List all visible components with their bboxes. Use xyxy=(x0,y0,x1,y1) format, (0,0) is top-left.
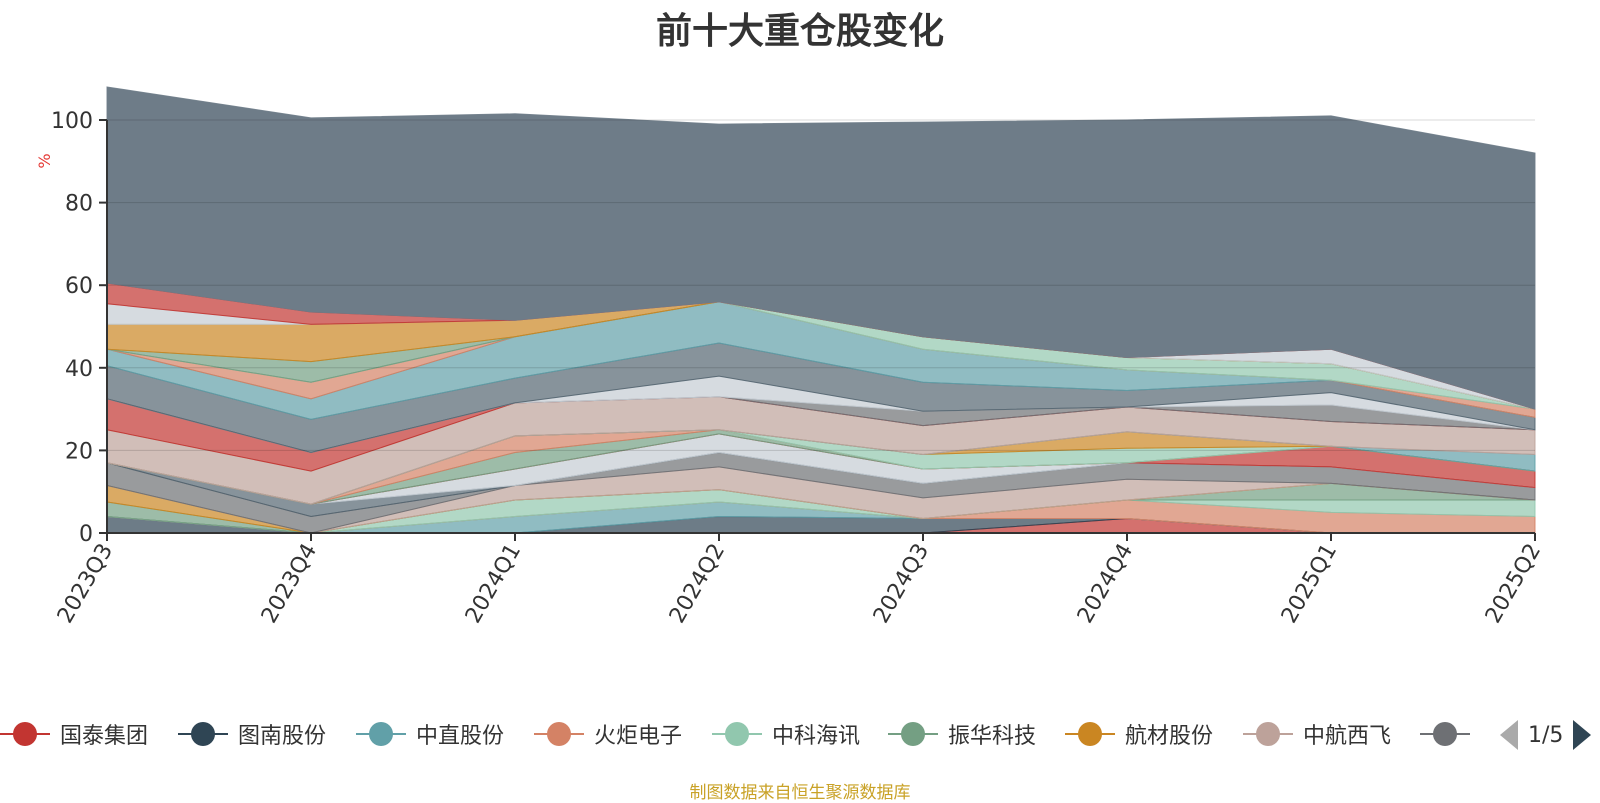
legend-marker-icon xyxy=(712,721,762,747)
y-tick-label: 80 xyxy=(65,192,93,217)
x-tick-label: 2024Q2 xyxy=(665,540,730,628)
x-tick-label: 2025Q2 xyxy=(1481,540,1546,628)
legend-item[interactable]: 中科海讯 xyxy=(712,714,860,754)
x-tick-label: 2024Q4 xyxy=(1073,540,1138,628)
data-source-note: 制图数据来自恒生聚源数据库 xyxy=(689,783,911,803)
legend-item[interactable]: 航材股份 xyxy=(1065,714,1213,754)
x-tick-label: 2023Q4 xyxy=(257,540,322,628)
chart-title: 前十大重仓股变化 xyxy=(655,11,944,52)
legend-marker-icon xyxy=(888,721,938,747)
legend-marker-icon xyxy=(1243,721,1293,747)
legend-item[interactable]: 振华科技 xyxy=(888,714,1036,754)
legend-item[interactable]: 中直股份 xyxy=(356,714,504,754)
y-tick-label: 40 xyxy=(65,357,93,382)
area-series-29[interactable] xyxy=(106,86,1536,410)
legend-label: 中直股份 xyxy=(416,724,505,749)
x-tick-label: 2023Q3 xyxy=(53,540,118,628)
chart-plot: 0 20 40 60 80 100% 2023Q3 2023Q4 2024Q1 2024Q2 202… xyxy=(35,86,1546,628)
legend-label: 航材股份 xyxy=(1125,724,1214,749)
legend-pager: 1/5 xyxy=(1500,718,1592,752)
x-tick-label: 2024Q3 xyxy=(869,540,934,628)
legend-label: 中航西飞 xyxy=(1303,724,1392,749)
legend: 国泰集团 图南股份 中直股份 火炬电子 中科海讯 振华科技 航材股份 中航西飞 中航沈飞 1/5 xyxy=(0,714,1600,754)
legend-next-page-icon[interactable] xyxy=(1573,720,1592,750)
legend-label: 振华科技 xyxy=(948,724,1037,749)
legend-item[interactable]: 国泰集团 xyxy=(0,714,148,754)
y-tick-label: 20 xyxy=(65,439,93,464)
legend-label: 中科海讯 xyxy=(772,724,861,749)
x-tick-label: 2025Q1 xyxy=(1277,540,1342,628)
legend-marker-icon xyxy=(178,721,228,747)
legend-marker-icon xyxy=(1420,721,1470,747)
legend-item[interactable]: 火炬电子 xyxy=(534,714,682,754)
legend-prev-page-icon[interactable] xyxy=(1500,720,1518,750)
y-tick-label: 100 xyxy=(51,109,93,134)
legend-item[interactable]: 图南股份 xyxy=(178,714,326,754)
legend-label: 国泰集团 xyxy=(60,724,149,749)
legend-marker-icon xyxy=(0,721,50,747)
legend-label: 火炬电子 xyxy=(594,724,683,749)
legend-marker-icon xyxy=(356,721,406,747)
legend-marker-icon xyxy=(534,721,584,747)
legend-label: 图南股份 xyxy=(238,724,327,749)
legend-item[interactable]: 中航西飞 xyxy=(1243,714,1391,754)
legend-marker-icon xyxy=(1065,721,1115,747)
legend-item[interactable]: 中航沈飞 xyxy=(1420,714,1480,754)
legend-page-indicator: 1/5 xyxy=(1528,722,1564,748)
y-tick-label: 0 xyxy=(79,522,93,547)
y-tick-label: 60 xyxy=(65,274,93,299)
x-tick-label: 2024Q1 xyxy=(461,540,526,628)
y-axis-label: % xyxy=(35,153,54,168)
